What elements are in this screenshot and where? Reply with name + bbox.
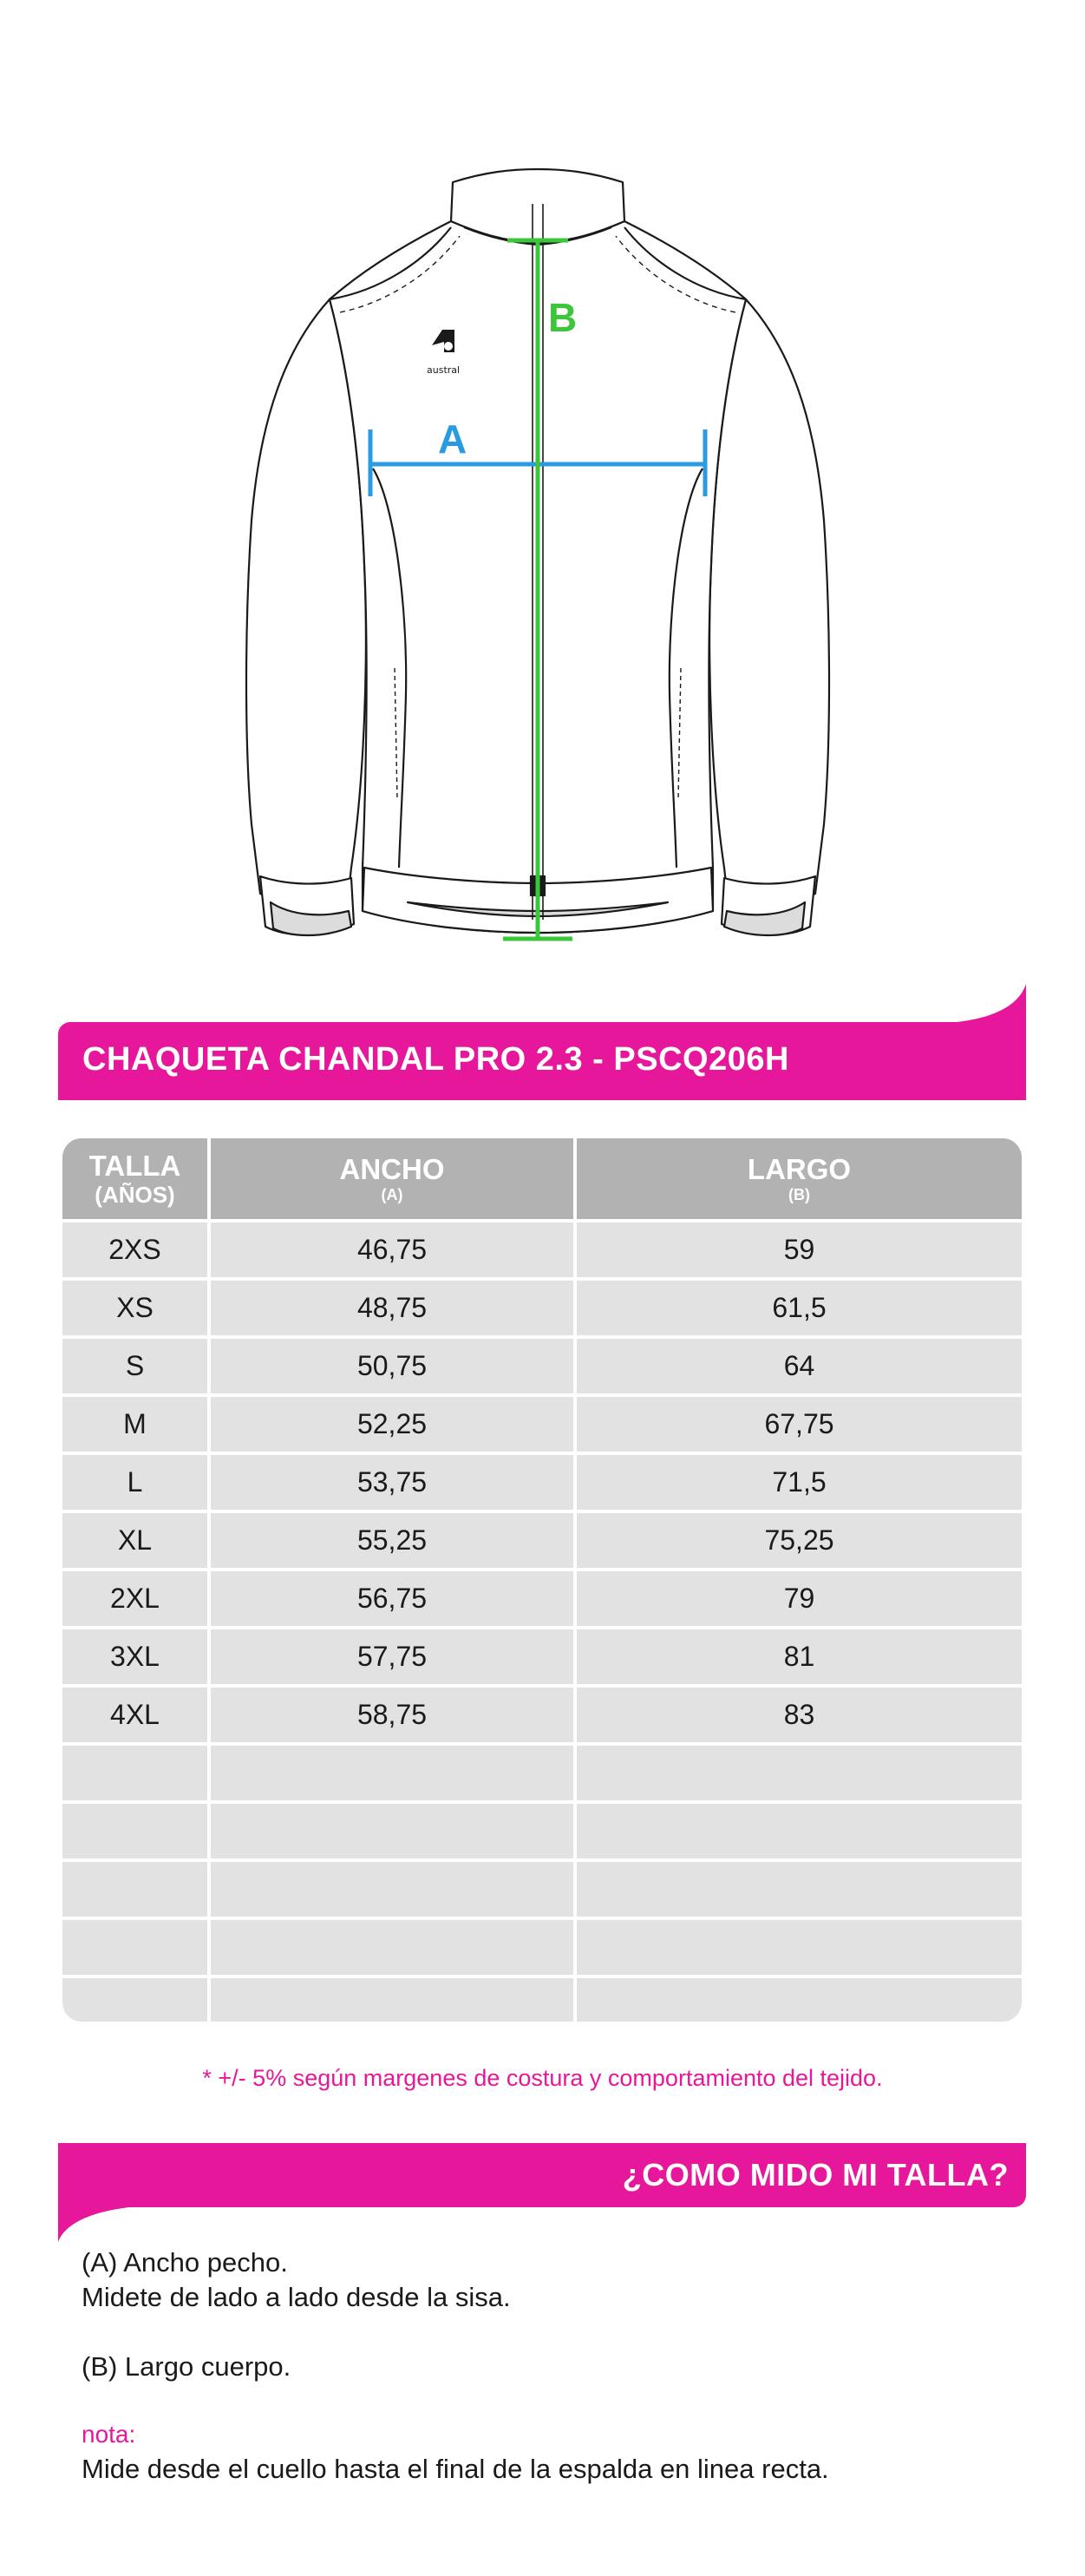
table-row <box>62 1920 1022 1978</box>
cell-size <box>62 1978 211 2022</box>
jacket-illustration: austral A B <box>245 167 831 941</box>
cell-size <box>62 1746 211 1804</box>
header-talla: TALLA (AÑOS) <box>62 1138 211 1222</box>
table-row: L 53,75 71,5 <box>62 1455 1022 1513</box>
cell-width <box>211 1978 577 2022</box>
cell-size <box>62 1920 211 1978</box>
measurement-b-line <box>503 238 572 941</box>
size-table: TALLA (AÑOS) ANCHO (A) LARGO (B) 2XS 46,7… <box>62 1138 1022 2022</box>
cell-length: 71,5 <box>577 1455 1022 1513</box>
cell-size: XL <box>62 1513 211 1571</box>
how-to-measure-banner: ¿COMO MIDO MI TALLA? <box>58 2143 1026 2242</box>
cell-width: 50,75 <box>211 1339 577 1397</box>
table-row: XL 55,25 75,25 <box>62 1513 1022 1571</box>
cell-size: M <box>62 1397 211 1455</box>
cell-length <box>577 1978 1022 2022</box>
table-header-row: TALLA (AÑOS) ANCHO (A) LARGO (B) <box>62 1138 1022 1222</box>
cell-size: 3XL <box>62 1629 211 1688</box>
title-banner: CHAQUETA CHANDAL PRO 2.3 - PSCQ206H <box>58 984 1026 1100</box>
cell-length <box>577 1804 1022 1862</box>
cell-size: XS <box>62 1281 211 1339</box>
cell-width: 48,75 <box>211 1281 577 1339</box>
cell-width <box>211 1746 577 1804</box>
cell-width: 53,75 <box>211 1455 577 1513</box>
cell-width: 46,75 <box>211 1222 577 1281</box>
cell-length <box>577 1920 1022 1978</box>
header-ancho: ANCHO (A) <box>211 1138 577 1222</box>
cell-length: 83 <box>577 1688 1022 1746</box>
table-row: 2XS 46,75 59 <box>62 1222 1022 1281</box>
cell-width: 55,25 <box>211 1513 577 1571</box>
cell-length <box>577 1746 1022 1804</box>
measure-b-label: (B) Largo cuerpo. <box>82 2351 291 2382</box>
cell-width: 57,75 <box>211 1629 577 1688</box>
label-a: A <box>438 416 467 462</box>
cell-length: 75,25 <box>577 1513 1022 1571</box>
table-row: 2XL 56,75 79 <box>62 1571 1022 1629</box>
cell-size: 2XS <box>62 1222 211 1281</box>
cell-size: 4XL <box>62 1688 211 1746</box>
table-row <box>62 1862 1022 1920</box>
table-row: M 52,25 67,75 <box>62 1397 1022 1455</box>
tolerance-footnote: * +/- 5% según margenes de costura y com… <box>202 2065 883 2091</box>
cell-size <box>62 1862 211 1920</box>
measure-a-label: (A) Ancho pecho. <box>82 2247 288 2278</box>
cell-width <box>211 1920 577 1978</box>
cell-size: 2XL <box>62 1571 211 1629</box>
cell-size: L <box>62 1455 211 1513</box>
label-b: B <box>548 295 577 340</box>
header-largo: LARGO (B) <box>577 1138 1022 1222</box>
table-row <box>62 1978 1022 2022</box>
table-row: 4XL 58,75 83 <box>62 1688 1022 1746</box>
table-row: 3XL 57,75 81 <box>62 1629 1022 1688</box>
measure-a-description: Midete de lado a lado desde la sisa. <box>82 2282 511 2312</box>
product-title: CHAQUETA CHANDAL PRO 2.3 - PSCQ206H <box>82 1041 789 1078</box>
table-row: XS 48,75 61,5 <box>62 1281 1022 1339</box>
table-row <box>62 1804 1022 1862</box>
note-label: nota: <box>82 2421 136 2448</box>
cell-size <box>62 1804 211 1862</box>
table-row: S 50,75 64 <box>62 1339 1022 1397</box>
cell-length: 59 <box>577 1222 1022 1281</box>
cell-length: 81 <box>577 1629 1022 1688</box>
note-text: Mide desde el cuello hasta el final de l… <box>82 2454 829 2484</box>
cell-length: 61,5 <box>577 1281 1022 1339</box>
cell-length: 79 <box>577 1571 1022 1629</box>
how-to-measure-heading: ¿COMO MIDO MI TALLA? <box>622 2157 1009 2193</box>
table-row <box>62 1746 1022 1804</box>
cell-length: 67,75 <box>577 1397 1022 1455</box>
cell-width <box>211 1862 577 1920</box>
brand-logo <box>432 330 454 352</box>
cell-size: S <box>62 1339 211 1397</box>
cell-width <box>211 1804 577 1862</box>
cell-length <box>577 1862 1022 1920</box>
cell-width: 52,25 <box>211 1397 577 1455</box>
cell-width: 56,75 <box>211 1571 577 1629</box>
cell-width: 58,75 <box>211 1688 577 1746</box>
svg-text:austral: austral <box>427 364 460 376</box>
cell-length: 64 <box>577 1339 1022 1397</box>
